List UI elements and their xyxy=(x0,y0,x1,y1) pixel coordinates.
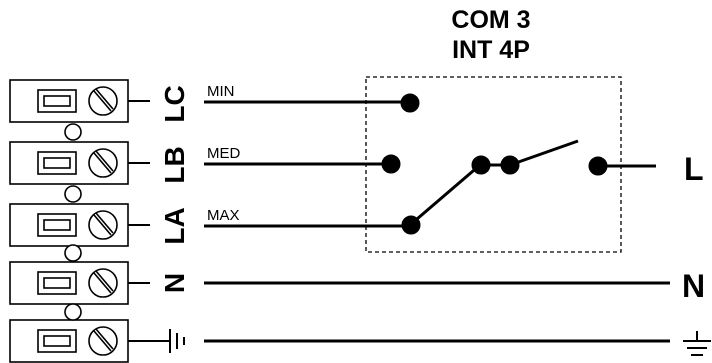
speed-label-med: MED xyxy=(207,145,241,162)
contact-max xyxy=(401,215,421,235)
pivot-contact-1 xyxy=(471,155,491,175)
contact-min xyxy=(400,93,420,113)
contact-med xyxy=(381,154,401,174)
terminal-block xyxy=(9,79,129,363)
pivot-contact-2 xyxy=(500,155,520,175)
selector-switch xyxy=(381,93,608,235)
terminal-label-n: N xyxy=(159,273,190,293)
output-label-l: L xyxy=(684,151,704,187)
terminal-label-lb: LB xyxy=(159,146,190,183)
speed-label-min: MIN xyxy=(207,83,235,100)
terminal-label-lc: LC xyxy=(159,85,190,122)
wires xyxy=(204,100,670,343)
earth-terminal-icon xyxy=(150,329,185,353)
title-line-2: INT 4P xyxy=(452,36,530,64)
output-label-n: N xyxy=(682,268,705,304)
title-line-1: COM 3 xyxy=(451,6,530,34)
ground-icon xyxy=(683,331,711,356)
speed-label-max: MAX xyxy=(207,207,240,224)
line-contact xyxy=(588,156,608,176)
terminal-label-la: LA xyxy=(159,207,190,244)
